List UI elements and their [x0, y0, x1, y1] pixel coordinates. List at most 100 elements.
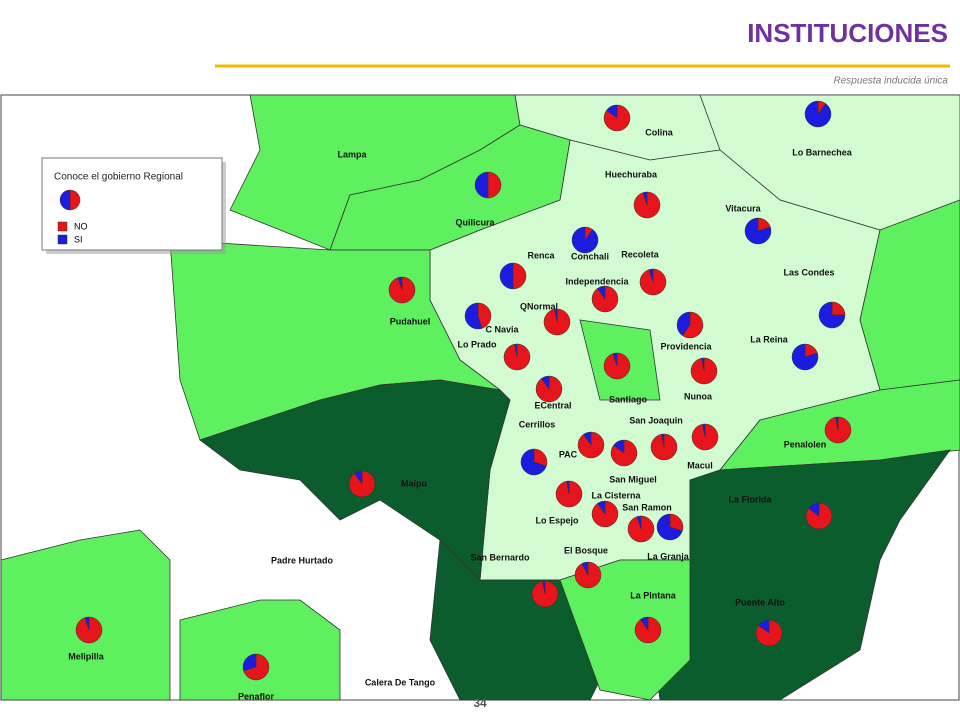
comuna-label: PAC	[559, 449, 578, 459]
pie-slice	[682, 311, 704, 339]
pie-slice	[566, 480, 570, 495]
comuna-label: Penalolen	[784, 439, 827, 449]
pie-slice	[636, 515, 642, 530]
comuna-pie	[75, 616, 103, 644]
comuna-label: La Reina	[750, 334, 789, 344]
pie-slice	[669, 513, 684, 532]
comuna-label: Maipu	[401, 478, 427, 488]
comuna-pie	[755, 619, 783, 647]
comuna-pie	[633, 191, 661, 219]
pie-slice	[354, 470, 363, 485]
comuna-label: Pudahuel	[390, 316, 431, 326]
comuna-pie	[503, 343, 531, 371]
comuna-label: Lo Prado	[457, 339, 497, 349]
comuna-pie	[577, 431, 605, 459]
pie-slice	[542, 580, 546, 595]
comuna-pie	[744, 217, 772, 245]
comuna-label: Las Condes	[783, 267, 834, 277]
comuna-label: Providencia	[660, 341, 712, 351]
legend-title: Conoce el gobierno Regional	[54, 172, 183, 183]
comuna-label: Santiago	[609, 394, 648, 404]
comuna-label: La Cisterna	[591, 490, 641, 500]
comuna-pie	[388, 276, 416, 304]
comuna-pie	[804, 100, 832, 128]
pie-slice	[477, 302, 492, 329]
comuna-label: Melipilla	[68, 651, 105, 661]
comuna-label: San Ramon	[622, 502, 672, 512]
pie-slice	[835, 416, 839, 431]
region	[559, 559, 691, 701]
comuna-pie	[543, 308, 571, 336]
comuna-pie	[555, 480, 583, 508]
pie-slice	[397, 276, 403, 291]
pie-slice	[808, 502, 820, 517]
comuna-label: Lo Barnechea	[792, 147, 853, 157]
pie-slice	[499, 262, 514, 290]
pie-slice	[514, 343, 518, 358]
pie-slice	[487, 171, 502, 199]
pie-slice	[612, 352, 618, 367]
comuna-label: Nunoa	[684, 391, 713, 401]
comuna-label: Colina	[645, 127, 673, 137]
comuna-pie	[627, 515, 655, 543]
place-label: Calera De Tango	[365, 677, 436, 687]
comuna-label: Independencia	[565, 276, 629, 286]
comuna-pie	[805, 502, 833, 530]
comuna-label: San Miguel	[609, 474, 657, 484]
legend-swatch	[57, 234, 68, 245]
comuna-pie	[639, 268, 667, 296]
comuna-label: ECentral	[534, 400, 571, 410]
comuna-pie	[591, 500, 619, 528]
comuna-pie	[474, 171, 502, 199]
comuna-label: San Joaquin	[629, 415, 683, 425]
comuna-pie	[464, 302, 492, 330]
comuna-pie	[634, 616, 662, 644]
title: INSTITUCIONES	[747, 18, 948, 48]
pie-slice	[701, 357, 705, 372]
comuna-label: La Pintana	[630, 590, 677, 600]
pie-slice	[597, 500, 606, 515]
pie-slice	[583, 431, 592, 446]
comuna-pie	[574, 561, 602, 589]
pie-slice	[702, 423, 706, 438]
pie-slice	[613, 439, 625, 454]
place-label: Lampa	[337, 149, 367, 159]
comuna-label: Recoleta	[621, 249, 660, 259]
pie-slice	[243, 653, 270, 681]
comuna-pie	[818, 301, 846, 329]
comuna-pie	[591, 285, 619, 313]
pie-slice	[59, 189, 71, 211]
pie-slice	[541, 375, 550, 390]
pie-slice	[791, 343, 819, 371]
comuna-pie	[610, 439, 638, 467]
comuna-label: Huechuraba	[605, 169, 658, 179]
comuna-label: Vitacura	[725, 203, 761, 213]
pie-slice	[648, 268, 654, 283]
comuna-pie	[531, 580, 559, 608]
comuna-label: Puente Alto	[735, 597, 785, 607]
pie-slice	[69, 189, 81, 211]
pie-slice	[758, 619, 770, 634]
pie-slice	[554, 308, 558, 323]
comuna-pie	[603, 352, 631, 380]
page-number: 34	[473, 696, 487, 710]
comuna-pie	[791, 343, 819, 371]
comuna-pie	[656, 513, 684, 541]
legend-label: SI	[74, 234, 83, 244]
pie-slice	[571, 226, 599, 254]
place-label: Padre Hurtado	[271, 555, 334, 565]
comuna-label: La Florida	[728, 494, 772, 504]
legend-label: NO	[74, 221, 88, 231]
pie-slice	[464, 302, 483, 330]
comuna-pie	[348, 470, 376, 498]
pie-slice	[581, 561, 589, 576]
region	[179, 599, 341, 701]
comuna-label: Lo Espejo	[535, 515, 579, 525]
pie-slice	[642, 191, 648, 206]
subtitle: Respuesta inducida única	[833, 76, 948, 87]
comuna-label: Penaflor	[238, 691, 275, 701]
pie-slice	[520, 448, 547, 476]
comuna-pie	[535, 375, 563, 403]
pie-slice	[656, 513, 683, 541]
comuna-label: C Navia	[485, 324, 519, 334]
